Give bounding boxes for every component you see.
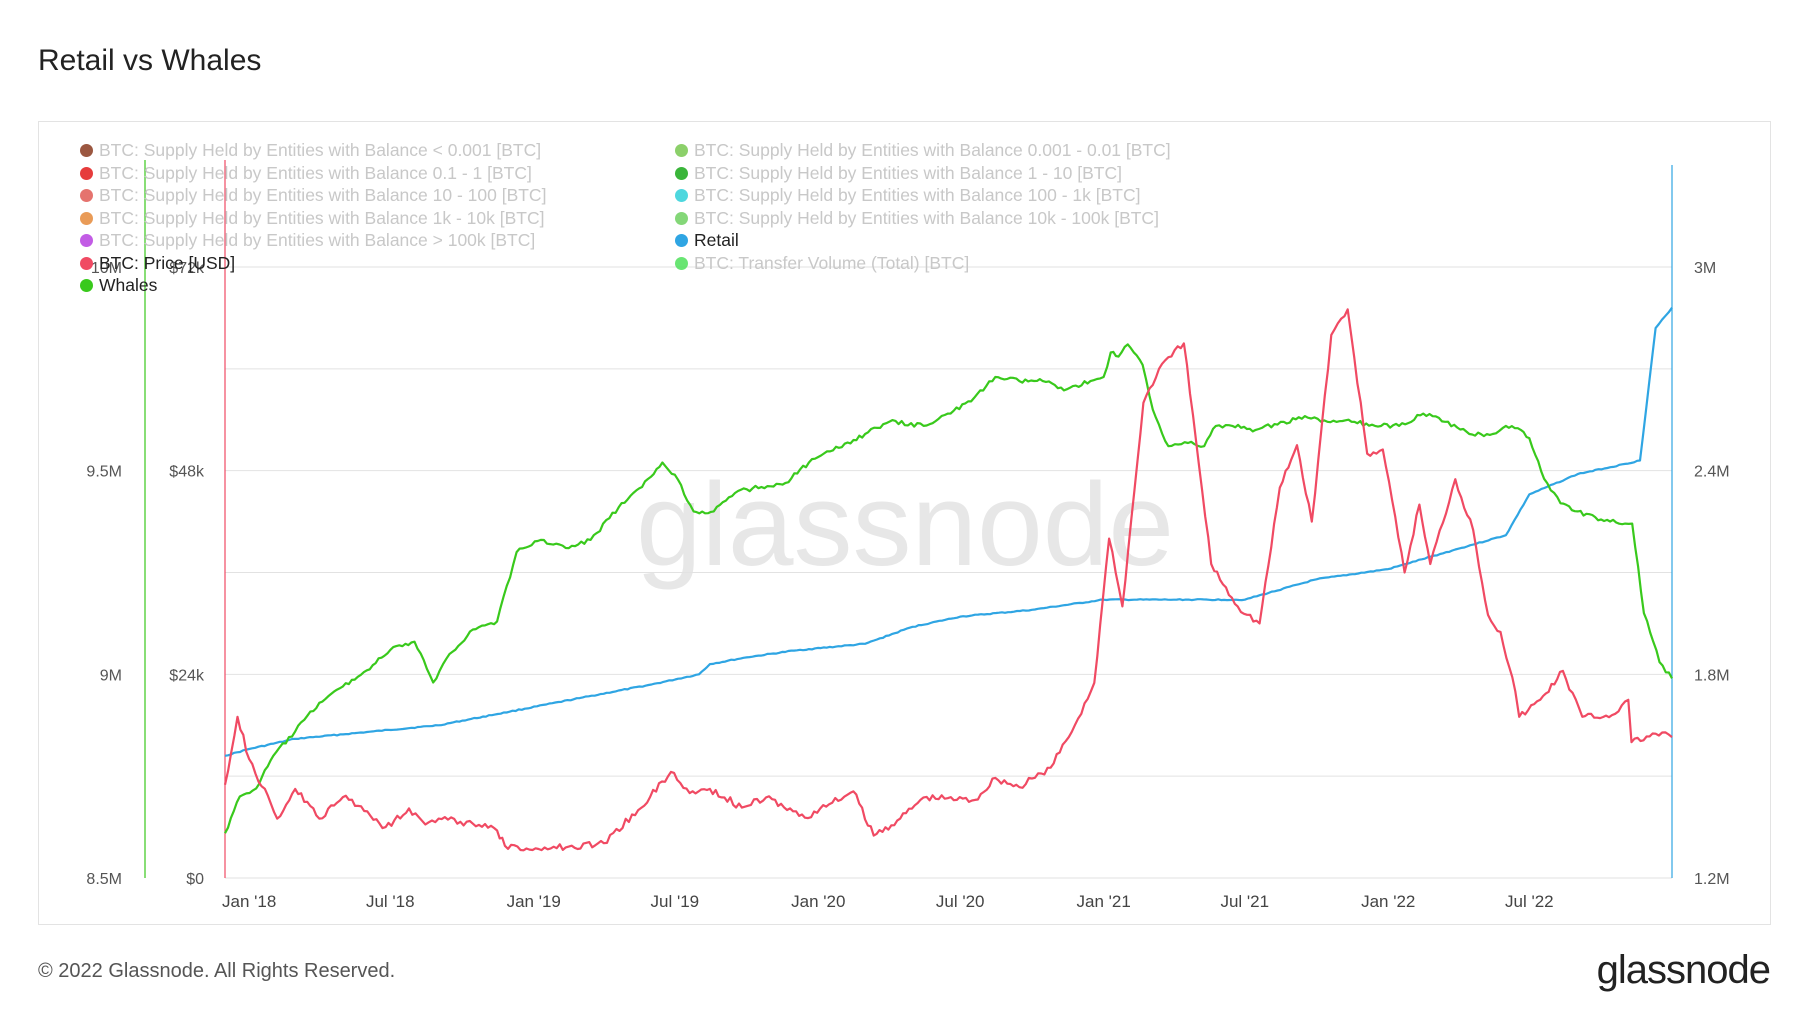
legend-marker-icon xyxy=(675,144,688,157)
retail-tick-label: 1.2M xyxy=(1694,871,1730,888)
legend-item[interactable]: BTC: Supply Held by Entities with Balanc… xyxy=(80,230,535,251)
watermark: glassnode xyxy=(636,459,1174,591)
series-layer xyxy=(223,307,1673,852)
legend-item[interactable]: BTC: Supply Held by Entities with Balanc… xyxy=(675,163,1122,184)
copyright-text: © 2022 Glassnode. All Rights Reserved. xyxy=(38,960,396,982)
series-line-btc-price-usd xyxy=(223,308,1673,852)
legend-label: BTC: Supply Held by Entities with Balanc… xyxy=(694,185,1141,205)
retail-tick-label: 3M xyxy=(1694,260,1716,277)
legend-item[interactable]: BTC: Transfer Volume (Total) [BTC] xyxy=(675,253,969,274)
legend-marker-icon xyxy=(675,256,688,270)
chart-title: Retail vs Whales xyxy=(38,44,262,77)
legend-item[interactable]: Whales xyxy=(80,275,157,296)
x-tick-label: Jan '20 xyxy=(791,892,845,911)
glassnode-logo: glassnode xyxy=(1596,948,1771,992)
legend-marker-icon xyxy=(80,279,93,292)
legend-item[interactable]: BTC: Supply Held by Entities with Balanc… xyxy=(675,208,1159,229)
legend-label: BTC: Supply Held by Entities with Balanc… xyxy=(99,185,547,205)
x-tick-label: Jul '19 xyxy=(651,892,700,911)
legend-label: Retail xyxy=(694,230,739,250)
legend-label: BTC: Supply Held by Entities with Balanc… xyxy=(99,162,532,183)
retail-tick-label: 1.8M xyxy=(1694,667,1730,684)
legend-marker-icon xyxy=(80,234,93,247)
legend-item[interactable]: BTC: Supply Held by Entities with Balanc… xyxy=(80,163,532,184)
legend-marker-icon xyxy=(675,189,688,202)
price-tick-label: $0 xyxy=(186,871,204,888)
x-tick-label: Jan '18 xyxy=(222,892,276,911)
x-tick-label: Jul '20 xyxy=(936,892,985,911)
legend-item[interactable]: BTC: Supply Held by Entities with Balanc… xyxy=(80,208,544,229)
x-tick-label: Jan '21 xyxy=(1076,892,1130,911)
legend-item[interactable]: Retail xyxy=(675,230,739,251)
legend-marker-icon xyxy=(675,234,688,247)
x-tick-label: Jul '21 xyxy=(1220,892,1269,911)
legend-label: BTC: Price [USD] xyxy=(99,252,236,273)
legend-label: BTC: Supply Held by Entities with Balanc… xyxy=(694,162,1122,183)
price-tick-label: $24k xyxy=(169,667,205,684)
grid-layer xyxy=(225,266,1672,879)
legend-label: BTC: Supply Held by Entities with Balanc… xyxy=(694,140,1171,160)
legend-marker-icon xyxy=(675,211,688,225)
axis-layer: 8.5M 9M 9.5M 10M $0 $24k $48k $72k 1.2M 1.8M 2.4M 3… xyxy=(86,160,1730,911)
legend-marker-icon xyxy=(80,211,93,225)
x-tick-label: Jan '22 xyxy=(1361,892,1415,911)
legend-marker-icon xyxy=(80,189,93,202)
legend-item[interactable]: BTC: Supply Held by Entities with Balanc… xyxy=(675,185,1140,206)
legend-marker-icon xyxy=(80,166,93,180)
price-tick-label: $72k xyxy=(169,260,205,277)
legend-label: Whales xyxy=(99,275,158,295)
legend-label: BTC: Supply Held by Entities with Balanc… xyxy=(99,207,545,228)
whales-tick-label: 8.5M xyxy=(86,871,122,888)
x-tick-label: Jul '22 xyxy=(1505,892,1554,911)
x-tick-label: Jul '18 xyxy=(366,892,415,911)
retail-tick-label: 2.4M xyxy=(1694,464,1730,481)
legend-label: BTC: Supply Held by Entities with Balanc… xyxy=(694,207,1159,228)
chart-frame xyxy=(38,121,1771,925)
legend-marker-icon xyxy=(675,166,688,180)
legend-item[interactable]: BTC: Price [USD] xyxy=(80,253,235,274)
legend-marker-icon xyxy=(80,256,93,270)
legend-item[interactable]: BTC: Supply Held by Entities with Balanc… xyxy=(675,140,1171,161)
legend-label: BTC: Supply Held by Entities with Balanc… xyxy=(99,230,536,250)
series-line-whales xyxy=(224,343,1673,834)
legend-label: BTC: Supply Held by Entities with Balanc… xyxy=(99,140,542,160)
whales-tick-label: 10M xyxy=(91,260,122,277)
legend-marker-icon xyxy=(80,144,93,157)
legend-label: BTC: Transfer Volume (Total) [BTC] xyxy=(694,252,970,273)
legend-item[interactable]: BTC: Supply Held by Entities with Balanc… xyxy=(80,140,541,161)
whales-tick-label: 9.5M xyxy=(86,464,122,481)
price-tick-label: $48k xyxy=(169,464,205,481)
x-tick-label: Jan '19 xyxy=(507,892,561,911)
legend-item[interactable]: BTC: Supply Held by Entities with Balanc… xyxy=(80,185,546,206)
whales-tick-label: 9M xyxy=(100,667,122,684)
